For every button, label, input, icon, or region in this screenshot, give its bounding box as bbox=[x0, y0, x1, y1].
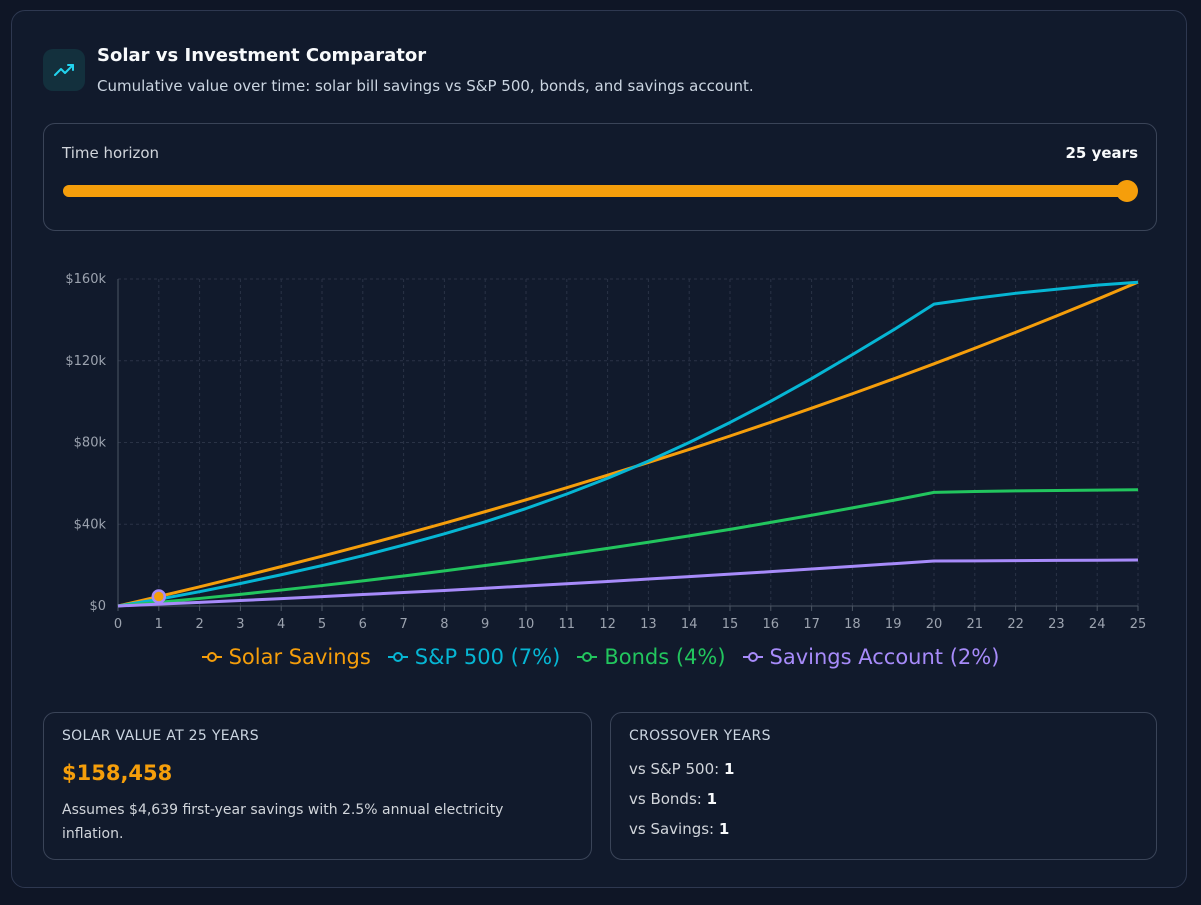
crossover-value: 1 bbox=[718, 820, 730, 838]
crossover-label: vs Savings: bbox=[629, 820, 715, 838]
x-tick-label: 21 bbox=[967, 617, 984, 632]
x-tick-label: 5 bbox=[318, 617, 326, 632]
legend-label: Solar Savings bbox=[228, 645, 371, 669]
legend-label: Savings Account (2%) bbox=[769, 645, 1000, 669]
series-line-s-p-500-7 bbox=[117, 280, 1139, 608]
x-tick-label: 25 bbox=[1130, 617, 1147, 632]
solar-value-card: SOLAR VALUE AT 25 YEARS $158,458 Assumes… bbox=[43, 712, 592, 860]
x-tick-label: 1 bbox=[155, 617, 163, 632]
assumption-note: Assumes $4,639 first-year savings with 2… bbox=[62, 802, 504, 842]
slider-fill bbox=[63, 185, 1127, 197]
legend-line-circle-icon bbox=[387, 652, 408, 662]
y-tick-label: $120k bbox=[65, 354, 106, 369]
x-tick-label: 18 bbox=[844, 617, 861, 632]
x-tick-label: 19 bbox=[885, 617, 902, 632]
x-tick-label: 20 bbox=[926, 617, 943, 632]
active-point-marker bbox=[151, 589, 167, 604]
x-tick-label: 9 bbox=[481, 617, 489, 632]
y-tick-label: $0 bbox=[89, 599, 106, 614]
crossover-value: 1 bbox=[723, 760, 735, 778]
legend-line-circle-icon bbox=[742, 652, 763, 662]
crossover-card: CROSSOVER YEARS vs S&P 500: 1 vs Bonds: … bbox=[610, 712, 1157, 860]
x-tick-label: 23 bbox=[1048, 617, 1065, 632]
solar-value-amount: $158,458 bbox=[62, 761, 173, 785]
x-tick-label: 4 bbox=[277, 617, 285, 632]
x-tick-label: 3 bbox=[236, 617, 244, 632]
series-line-bonds-4 bbox=[117, 488, 1139, 608]
solar-value-heading: SOLAR VALUE AT 25 YEARS bbox=[62, 728, 259, 744]
slider-thumb[interactable] bbox=[1116, 180, 1138, 202]
legend-item[interactable]: Solar Savings bbox=[201, 645, 371, 669]
trending-up-icon bbox=[54, 64, 74, 76]
legend-line-circle-icon bbox=[577, 652, 598, 662]
crossover-label: vs S&P 500: bbox=[629, 760, 720, 778]
legend-label: Bonds (4%) bbox=[604, 645, 726, 669]
x-tick-label: 14 bbox=[681, 617, 698, 632]
crossover-row-savings: vs Savings: 1 bbox=[629, 820, 729, 838]
crossover-value: 1 bbox=[706, 790, 718, 808]
time-horizon-slider[interactable] bbox=[63, 180, 1138, 202]
time-horizon-panel: Time horizon 25 years bbox=[43, 123, 1157, 231]
slider-value: 25 years bbox=[1065, 144, 1139, 162]
legend-label: S&P 500 (7%) bbox=[414, 645, 561, 669]
x-tick-label: 8 bbox=[440, 617, 448, 632]
crossover-row-sp500: vs S&P 500: 1 bbox=[629, 760, 734, 778]
x-tick-label: 2 bbox=[195, 617, 203, 632]
x-tick-label: 7 bbox=[399, 617, 407, 632]
x-tick-label: 15 bbox=[722, 617, 739, 632]
legend-item[interactable]: Savings Account (2%) bbox=[742, 645, 1000, 669]
x-tick-label: 13 bbox=[640, 617, 657, 632]
crossover-heading: CROSSOVER YEARS bbox=[629, 728, 771, 744]
page-title: Solar vs Investment Comparator bbox=[97, 45, 427, 66]
x-tick-label: 6 bbox=[359, 617, 367, 632]
y-tick-label: $160k bbox=[65, 272, 106, 287]
header-icon-badge bbox=[43, 49, 85, 91]
series-line-savings-account-2 bbox=[117, 558, 1139, 608]
series-line-solar-savings bbox=[117, 280, 1139, 608]
chart-legend: Solar Savings S&P 500 (7%) Bonds (4%) Savin… bbox=[12, 645, 1188, 669]
legend-item[interactable]: S&P 500 (7%) bbox=[387, 645, 561, 669]
legend-item[interactable]: Bonds (4%) bbox=[576, 645, 726, 669]
page-subtitle: Cumulative value over time: solar bill s… bbox=[97, 77, 754, 95]
y-tick-label: $80k bbox=[74, 436, 107, 451]
x-tick-label: 16 bbox=[763, 617, 780, 632]
x-tick-label: 24 bbox=[1089, 617, 1106, 632]
crossover-label: vs Bonds: bbox=[629, 790, 702, 808]
slider-label: Time horizon bbox=[62, 144, 160, 162]
x-tick-label: 11 bbox=[559, 617, 576, 632]
x-tick-label: 10 bbox=[518, 617, 535, 632]
x-tick-label: 0 bbox=[114, 617, 122, 632]
crossover-row-bonds: vs Bonds: 1 bbox=[629, 790, 717, 808]
x-tick-label: 12 bbox=[599, 617, 616, 632]
legend-line-circle-icon bbox=[201, 652, 222, 662]
y-tick-label: $40k bbox=[74, 517, 107, 532]
x-tick-label: 22 bbox=[1007, 617, 1024, 632]
x-tick-label: 17 bbox=[803, 617, 820, 632]
comparator-card: Solar vs Investment Comparator Cumulativ… bbox=[11, 10, 1187, 888]
